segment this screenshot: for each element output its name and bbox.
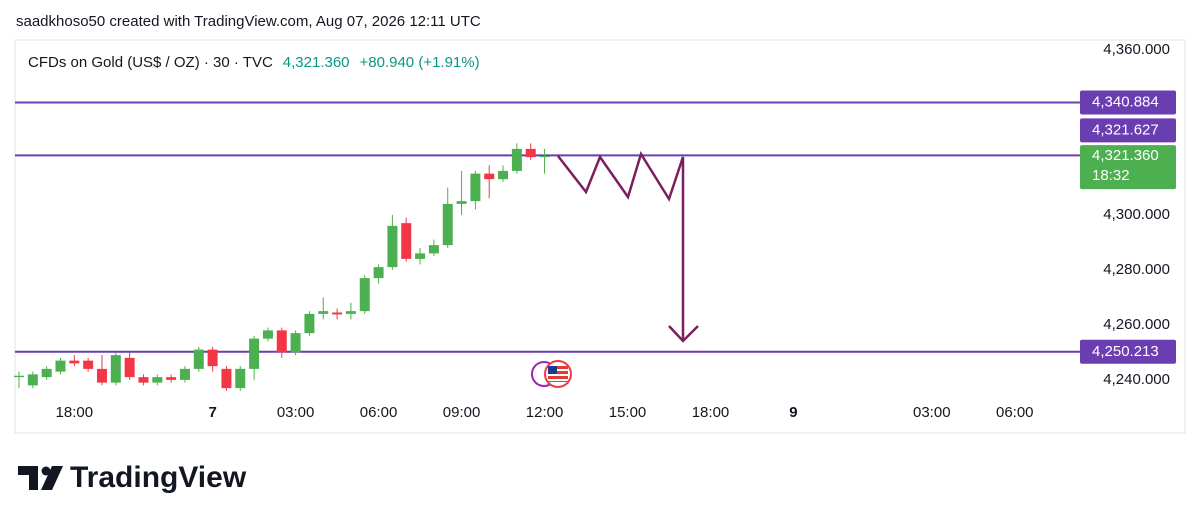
candle-body (525, 148, 536, 158)
candle-body (249, 338, 260, 369)
price-tag (1080, 90, 1176, 115)
candle-body (27, 374, 38, 386)
candle-body (110, 355, 121, 383)
candle-body (138, 377, 149, 383)
candle-body (345, 311, 356, 314)
candle-body (235, 368, 246, 389)
candle-body (262, 330, 273, 339)
candle-body (276, 330, 287, 353)
y-tick-label: 4,260.000 (1103, 316, 1170, 333)
x-tick-label: 09:00 (443, 404, 481, 421)
x-tick-label: 9 (789, 404, 797, 421)
current-price-tag (1080, 145, 1176, 190)
y-tick-label: 4,280.000 (1103, 261, 1170, 278)
candle-body (221, 368, 232, 389)
candle-body (304, 313, 315, 334)
y-tick-label: 4,360.000 (1103, 41, 1170, 58)
y-tick-label: 4,300.000 (1103, 206, 1170, 223)
plot (14, 101, 1080, 391)
brand-logo (18, 466, 63, 490)
candle-body (498, 170, 509, 180)
candle-body (179, 368, 190, 380)
x-tick-label: 03:00 (277, 404, 315, 421)
chart-frame (14, 39, 1186, 434)
x-tick-label: 06:00 (360, 404, 398, 421)
event-icons (531, 360, 572, 388)
candle-body (332, 312, 343, 315)
candle-body (207, 349, 218, 367)
candle-body (290, 333, 301, 353)
candle-body (55, 360, 66, 372)
x-tick-label: 15:00 (609, 404, 647, 421)
attribution: saadkhoso50 created with TradingView.com… (16, 13, 481, 30)
candle-body (428, 245, 439, 254)
candle-body (511, 148, 522, 171)
candle-body (193, 349, 204, 369)
candle-body (166, 377, 177, 380)
candle-body (539, 156, 550, 158)
x-tick-label: 03:00 (913, 404, 951, 421)
candle-body (69, 360, 80, 364)
x-tick-label: 12:00 (526, 404, 564, 421)
candle-body (484, 173, 495, 180)
candle-body (456, 201, 467, 204)
x-tick-label: 06:00 (996, 404, 1034, 421)
y-tick-label: 4,240.000 (1103, 371, 1170, 388)
candle-body (152, 377, 163, 383)
x-tick-label: 7 (208, 404, 216, 421)
countdown-label: 18:32 (1092, 167, 1130, 184)
candle-body (387, 225, 398, 268)
current-price-label: 4,321.360 (1092, 147, 1159, 164)
candle-body (124, 357, 135, 378)
x-tick-label: 18:00 (692, 404, 730, 421)
brand-name: TradingView (70, 461, 247, 494)
price-tag-label: 4,250.213 (1092, 343, 1159, 360)
candle-body (442, 203, 453, 246)
price-tag (1080, 339, 1176, 364)
candle-body (373, 267, 384, 279)
candle-body (318, 311, 329, 314)
candle-body (470, 173, 481, 202)
candle-body (83, 360, 94, 369)
x-tick-label: 18:00 (56, 404, 94, 421)
drawing-arrowhead (668, 325, 699, 343)
candle-body (14, 375, 24, 378)
candle-body (96, 368, 107, 383)
candle-body (415, 253, 426, 259)
candle-body (359, 278, 370, 312)
price-tag-label: 4,321.627 (1092, 121, 1159, 138)
price-tag (1080, 118, 1176, 143)
last-price: 4,321.360 (283, 54, 350, 71)
price-tag-label: 4,340.884 (1092, 93, 1159, 110)
price-change: +80.940 (+1.91%) (360, 54, 480, 71)
candle-body (41, 368, 52, 378)
chart-title: CFDs on Gold (US$ / OZ) · 30 · TVC (28, 54, 273, 71)
candle-body (401, 223, 412, 259)
drawing-zigzag (557, 150, 685, 340)
